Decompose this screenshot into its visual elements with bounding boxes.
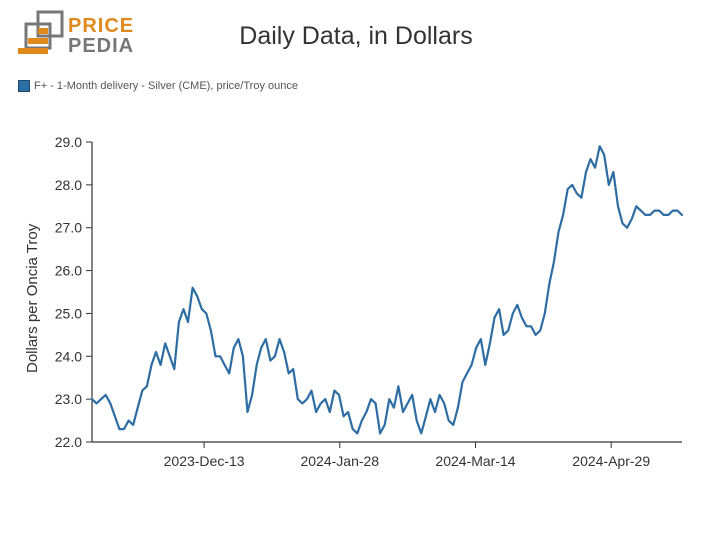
- line-chart: 22.0 23.0 24.0 25.0 26.0 27.0 28.0 29.0 2023-Dec…: [0, 130, 712, 550]
- svg-text:28.0: 28.0: [55, 177, 82, 193]
- svg-text:26.0: 26.0: [55, 263, 82, 279]
- svg-text:23.0: 23.0: [55, 391, 82, 407]
- svg-text:2024-Apr-29: 2024-Apr-29: [572, 453, 650, 469]
- legend-label: F+ - 1-Month delivery - Silver (CME), pr…: [34, 80, 298, 92]
- svg-text:25.0: 25.0: [55, 305, 82, 321]
- svg-text:22.0: 22.0: [55, 434, 82, 450]
- y-axis-label: Dollars per Oncia Troy: [24, 224, 41, 373]
- svg-text:24.0: 24.0: [55, 348, 82, 364]
- svg-text:2024-Jan-28: 2024-Jan-28: [300, 453, 379, 469]
- svg-text:2023-Dec-13: 2023-Dec-13: [164, 453, 245, 469]
- legend-swatch: [18, 80, 30, 92]
- legend: F+ - 1-Month delivery - Silver (CME), pr…: [18, 80, 298, 92]
- chart-title: Daily Data, in Dollars: [18, 22, 694, 51]
- svg-text:2024-Mar-14: 2024-Mar-14: [435, 453, 515, 469]
- svg-text:27.0: 27.0: [55, 220, 82, 236]
- svg-text:29.0: 29.0: [55, 134, 82, 150]
